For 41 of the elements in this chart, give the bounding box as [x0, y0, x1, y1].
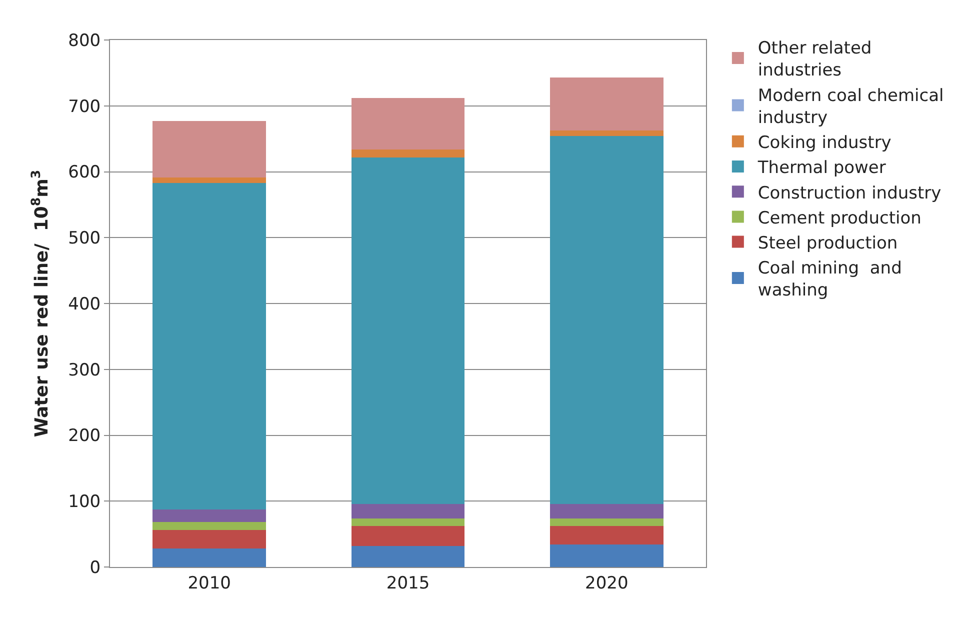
bar [550, 130, 664, 136]
legend-label: Construction industry [758, 183, 942, 204]
bar [152, 510, 266, 522]
x-tick-label: 2015 [386, 573, 430, 594]
bar [152, 178, 266, 183]
bar [351, 546, 465, 567]
bar [351, 98, 465, 150]
bar [550, 78, 664, 130]
bar [351, 157, 465, 504]
y-tick-label: 0 [90, 558, 101, 578]
bar [351, 526, 465, 546]
bar [351, 504, 465, 518]
bar [152, 182, 266, 510]
legend-label: Modern coal chemical industry [758, 86, 944, 128]
bar [550, 544, 664, 567]
bar [550, 526, 664, 545]
y-tick-label: 300 [68, 360, 101, 380]
legend-label: Other related industries [758, 38, 872, 81]
x-tick-label: 2020 [585, 573, 628, 594]
bar [351, 518, 465, 526]
legend-label: Coking industry [758, 133, 892, 154]
legend-label: Thermal power [756, 158, 886, 178]
bar [152, 121, 266, 178]
legend-label: Coal mining and washing [758, 258, 902, 301]
y-tick-label: 100 [68, 492, 101, 512]
legend-label: Steel production [758, 233, 898, 254]
y-tick-label: 800 [68, 30, 101, 51]
bar [152, 522, 266, 530]
x-tick-label: 2010 [188, 573, 231, 594]
y-tick-label: 400 [68, 294, 101, 314]
bar [550, 136, 664, 504]
bar [351, 149, 465, 158]
bar [152, 548, 266, 567]
y-tick-label: 200 [68, 426, 101, 446]
y-tick-label: 700 [68, 96, 101, 117]
bar [550, 518, 664, 526]
legend-label: Cement production [758, 208, 922, 228]
y-tick-label: 600 [68, 162, 101, 183]
bar [550, 504, 664, 518]
y-tick-label: 500 [68, 228, 101, 249]
bar [152, 530, 266, 549]
